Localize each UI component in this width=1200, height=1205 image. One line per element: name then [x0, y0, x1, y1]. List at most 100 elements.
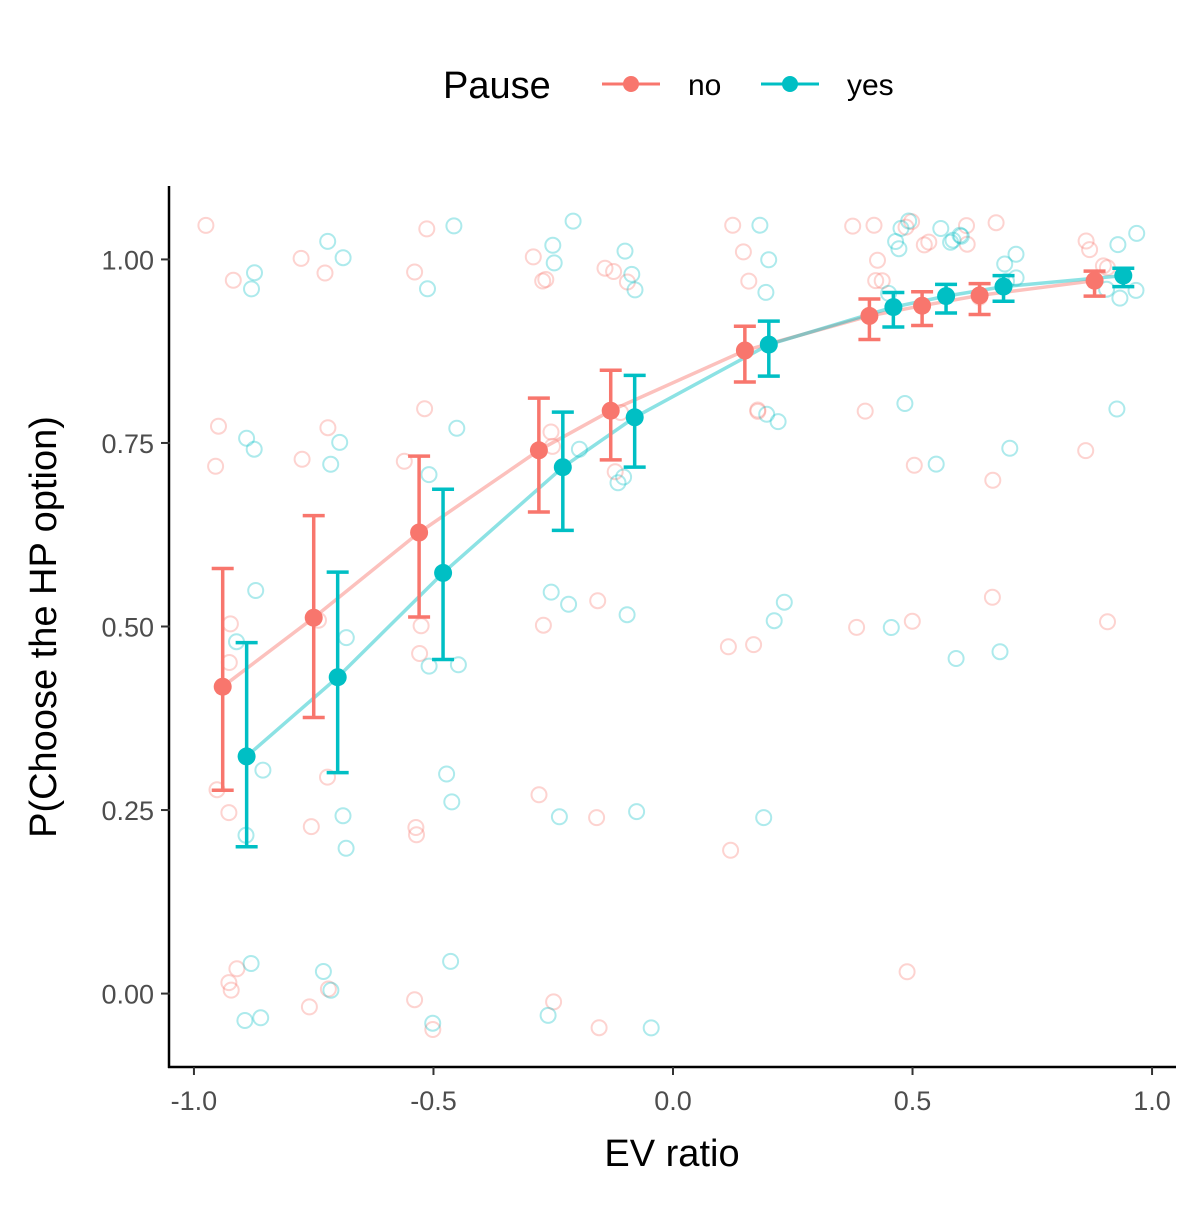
- participant-point-no: [605, 263, 623, 280]
- participant-points: [197, 212, 1146, 1038]
- participant-point-yes: [424, 1014, 442, 1032]
- participant-point-yes: [550, 808, 568, 826]
- mean-point-no: [213, 677, 232, 696]
- participant-point-yes: [1001, 439, 1019, 457]
- participant-point-no: [734, 243, 752, 261]
- participant-point-no: [749, 401, 767, 419]
- participant-point-yes: [758, 405, 776, 423]
- mean-point-no: [970, 286, 989, 305]
- error-bar-yes: [235, 640, 258, 849]
- y-tick-label: 0.00: [101, 980, 154, 1010]
- participant-point-no: [983, 588, 1001, 606]
- participant-point-no: [197, 216, 215, 234]
- mean-point-yes: [937, 287, 956, 306]
- participant-point-no: [228, 960, 246, 978]
- mean-lines: [221, 273, 1124, 758]
- participant-point-no: [545, 993, 563, 1011]
- participant-point-yes: [1109, 236, 1127, 254]
- participant-point-yes: [254, 761, 272, 779]
- participant-point-yes: [932, 220, 950, 237]
- participant-point-yes: [628, 803, 646, 821]
- participant-point-yes: [542, 583, 560, 601]
- participant-point-no: [224, 271, 242, 289]
- participant-point-no: [749, 402, 767, 420]
- participant-point-yes: [769, 413, 787, 431]
- participant-point-no: [300, 998, 318, 1016]
- participant-point-yes: [892, 219, 910, 237]
- participant-point-yes: [420, 657, 438, 675]
- mean-point-yes: [884, 298, 903, 317]
- participant-point-no: [596, 259, 614, 277]
- participant-point-yes: [337, 839, 355, 857]
- participant-point-yes: [760, 251, 778, 269]
- participant-point-yes: [564, 212, 582, 230]
- participant-point-yes: [947, 650, 965, 667]
- participant-point-yes: [420, 466, 438, 484]
- participant-point-no: [220, 974, 238, 992]
- participant-point-yes: [443, 793, 461, 811]
- x-ticks: -1.0 -0.5 0.0 0.5 1.0: [171, 1067, 1171, 1116]
- participant-point-yes: [242, 955, 260, 972]
- participant-point-yes: [642, 1019, 660, 1037]
- participant-point-no: [302, 818, 320, 836]
- participant-point-no: [905, 456, 923, 474]
- participant-point-yes: [626, 281, 644, 299]
- participant-point-no: [984, 471, 1002, 489]
- participant-point-no: [745, 636, 763, 654]
- participant-point-yes: [890, 240, 908, 258]
- participant-point-yes: [952, 227, 970, 245]
- participant-point-no: [724, 216, 742, 234]
- participant-point-yes: [448, 419, 466, 437]
- mean-point-no: [601, 401, 620, 420]
- participant-point-no: [987, 214, 1005, 232]
- legend-key-point-yes: [782, 76, 798, 92]
- participant-point-yes: [247, 582, 265, 599]
- participant-point-yes: [322, 455, 340, 473]
- mean-line-no: [221, 278, 1095, 689]
- mean-point-yes: [759, 335, 778, 354]
- participant-point-yes: [927, 455, 945, 473]
- participant-point-no: [606, 463, 624, 481]
- participant-point-no: [873, 272, 891, 290]
- participant-point-yes: [442, 952, 460, 970]
- participant-point-no: [589, 592, 607, 610]
- participant-point-no: [408, 826, 425, 844]
- participant-point-yes: [570, 440, 588, 458]
- participant-point-yes: [609, 474, 627, 492]
- participant-point-no: [958, 235, 976, 253]
- participant-point-no: [407, 819, 425, 836]
- participant-point-no: [534, 272, 552, 290]
- participant-point-yes: [560, 595, 578, 613]
- participant-point-yes: [331, 433, 349, 451]
- mean-point-no: [735, 341, 754, 360]
- participant-point-yes: [445, 217, 463, 235]
- participant-point-yes: [449, 656, 467, 674]
- participant-point-no: [915, 236, 933, 254]
- participant-point-no: [903, 213, 921, 231]
- mean-point-yes: [625, 408, 644, 427]
- participant-point-yes: [314, 963, 332, 980]
- error-bars: [211, 266, 1135, 849]
- participant-point-yes: [236, 1012, 254, 1029]
- participant-point-no: [590, 1019, 608, 1037]
- participant-point-yes: [1127, 281, 1145, 299]
- participant-point-yes: [419, 280, 436, 298]
- participant-point-no: [319, 980, 337, 998]
- participant-point-yes: [942, 233, 960, 251]
- participant-point-yes: [882, 619, 900, 636]
- participant-point-yes: [1111, 289, 1129, 307]
- participant-point-no: [395, 452, 413, 470]
- participant-point-yes: [545, 254, 563, 272]
- participant-point-yes: [243, 280, 260, 298]
- participant-point-no: [867, 272, 885, 290]
- mean-point-yes: [994, 277, 1013, 296]
- mean-point-yes: [434, 563, 453, 582]
- participant-point-no: [221, 615, 239, 633]
- participant-point-no: [1077, 232, 1095, 250]
- x-tick-label: -1.0: [171, 1086, 218, 1116]
- y-tick-label: 0.50: [101, 613, 154, 643]
- participant-point-no: [412, 617, 430, 635]
- participant-point-yes: [951, 226, 969, 244]
